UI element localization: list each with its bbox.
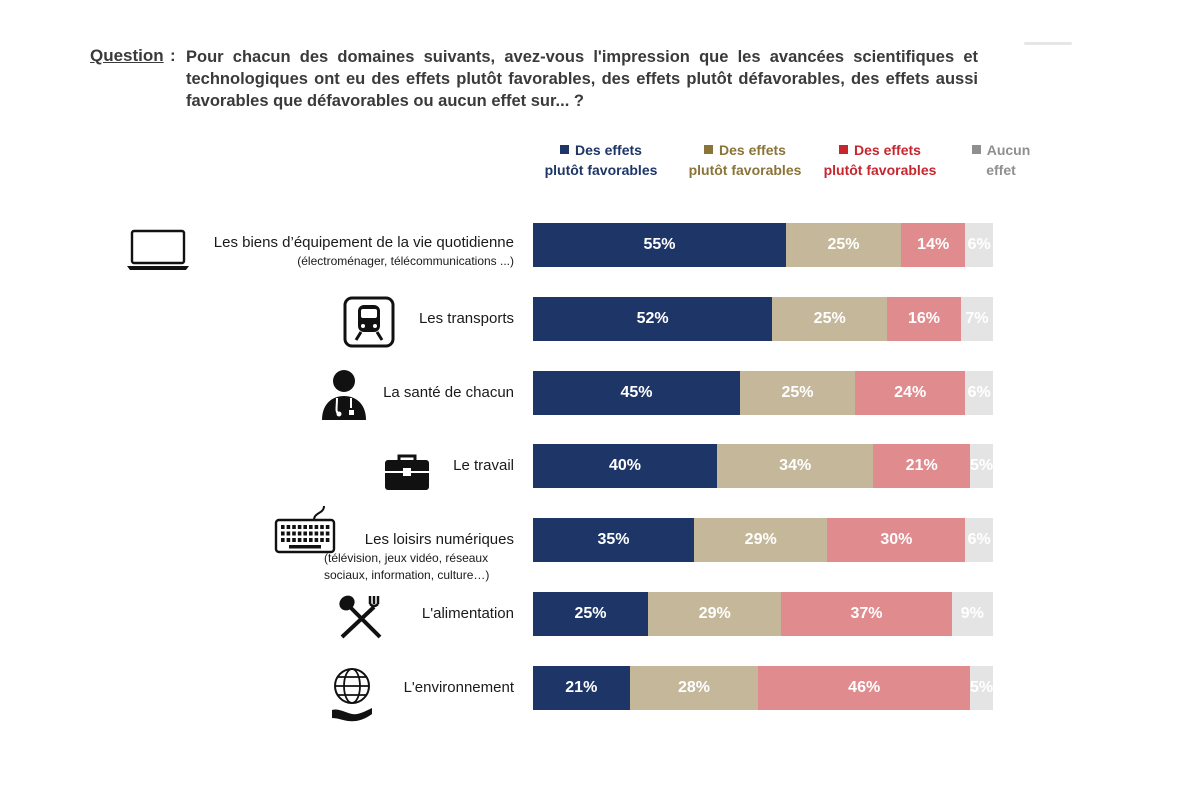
bar-mixed: 29% [648, 592, 783, 636]
data-label: 30% [880, 531, 913, 548]
legend-swatch [560, 145, 570, 154]
data-label: 25% [813, 310, 846, 327]
bar-favorable: 52% [533, 297, 774, 341]
legend-swatch [839, 145, 849, 154]
data-label: 5% [969, 457, 994, 474]
bar-unfavorable: 16% [887, 297, 962, 341]
bar-unfavorable: 14% [901, 223, 967, 267]
laptop-icon [126, 228, 190, 272]
data-label: 37% [850, 605, 883, 622]
data-label: 6% [967, 531, 991, 548]
category-label: L'environnement [404, 678, 514, 698]
data-label: 5% [969, 679, 994, 696]
category-label: Les biens d’équipement de la vie quotidi… [214, 233, 514, 270]
legend-label-line2: plutôt favorables [544, 162, 658, 178]
data-label: 24% [894, 384, 927, 401]
question-text: Pour chacun des domaines suivants, avez-… [186, 48, 978, 110]
bar-no-effect: 9% [951, 592, 993, 636]
data-label: 40% [608, 457, 642, 474]
legend-label-line1: Aucun [986, 142, 1031, 158]
bar-favorable: 35% [533, 518, 695, 562]
bar-mixed: 25% [740, 371, 856, 415]
data-label: 16% [907, 310, 940, 327]
bar-mixed: 25% [772, 297, 889, 341]
data-label: 6% [967, 384, 991, 401]
legend-swatch [704, 145, 714, 154]
category-label: Les loisirs numériques (télévision, jeux … [324, 530, 514, 584]
doctor-icon [318, 368, 370, 422]
legend-label-line2: plutôt favorables [823, 162, 937, 178]
data-label: 25% [574, 605, 607, 622]
legend-item-favorable: Des effets plutôt favorables [521, 140, 681, 180]
fork-spoon-icon [336, 594, 386, 640]
bar-mixed: 28% [629, 666, 760, 710]
globe-hand-icon [330, 666, 374, 726]
bar-no-effect: 6% [965, 518, 993, 562]
data-label: 29% [744, 531, 777, 548]
briefcase-icon [384, 452, 430, 492]
bar-unfavorable: 37% [781, 592, 953, 636]
data-label: 55% [643, 236, 676, 253]
question-label: Question [90, 46, 164, 65]
category-label-main: Les transports [418, 310, 514, 327]
category-label-main: La santé de chacun [383, 384, 514, 401]
category-label-main: L'alimentation [421, 605, 514, 622]
bar-mixed: 34% [717, 444, 875, 488]
legend-label-line1: Des effets [854, 142, 921, 158]
bar-no-effect: 5% [970, 444, 993, 488]
bar-mixed: 29% [694, 518, 829, 562]
data-label: 29% [698, 605, 731, 622]
legend-label-line2: effet [986, 162, 1016, 178]
data-label: 52% [636, 310, 669, 327]
bar-favorable: 40% [533, 444, 718, 488]
bar-unfavorable: 46% [758, 666, 971, 710]
category-label-main: Les biens d’équipement de la vie quotidi… [213, 234, 514, 251]
bar-no-effect: 5% [970, 666, 993, 710]
data-label: 45% [620, 384, 653, 401]
category-label: Les transports [419, 309, 514, 329]
data-label: 34% [779, 457, 812, 474]
data-label: 25% [827, 236, 860, 253]
bar-favorable: 45% [533, 371, 741, 415]
legend-label-line2: plutôt favorables [688, 162, 802, 178]
data-label: 25% [781, 384, 814, 401]
data-label: 9% [960, 605, 984, 622]
data-label: 7% [965, 310, 989, 327]
legend-item-mixed: Des effets plutôt favorables [665, 140, 825, 180]
bar-mixed: 25% [786, 223, 902, 267]
bar-no-effect: 6% [965, 371, 993, 415]
question-colon: : [170, 46, 176, 65]
bar-no-effect: 7% [960, 297, 993, 341]
bar-favorable: 55% [533, 223, 787, 267]
category-label-main: Le travail [453, 457, 514, 474]
category-label-sub: (électroménager, télécommunications ...) [297, 254, 514, 268]
category-label-main: Les loisirs numériques [364, 531, 514, 548]
legend-item-none: Aucun effet [921, 140, 1081, 180]
bar-favorable: 21% [533, 666, 631, 710]
category-label: La santé de chacun [383, 383, 514, 403]
category-label: L'alimentation [422, 604, 514, 624]
data-label: 46% [848, 679, 881, 696]
legend-item-unfavorable: Des effets plutôt favorables [800, 140, 960, 180]
bar-unfavorable: 24% [855, 371, 967, 415]
bar-unfavorable: 30% [827, 518, 967, 562]
data-label: 6% [967, 236, 991, 253]
category-label: Le travail [453, 456, 514, 476]
data-label: 21% [565, 679, 598, 696]
corner-mark [1024, 42, 1072, 45]
train-icon [343, 296, 395, 348]
category-label-main: L'environnement [403, 679, 514, 696]
bar-favorable: 25% [533, 592, 649, 636]
keyboard-icon [274, 504, 336, 554]
legend-swatch [971, 145, 981, 154]
data-label: 35% [597, 531, 630, 548]
bar-unfavorable: 21% [873, 444, 971, 488]
bar-no-effect: 6% [965, 223, 993, 267]
data-label: 28% [677, 679, 710, 696]
legend-label-line1: Des effets [575, 142, 642, 158]
legend-label-line1: Des effets [719, 142, 786, 158]
data-label: 14% [917, 236, 950, 253]
data-label: 21% [905, 457, 938, 474]
category-label-sub: (télévision, jeux vidéo, réseaux sociaux… [324, 551, 490, 582]
